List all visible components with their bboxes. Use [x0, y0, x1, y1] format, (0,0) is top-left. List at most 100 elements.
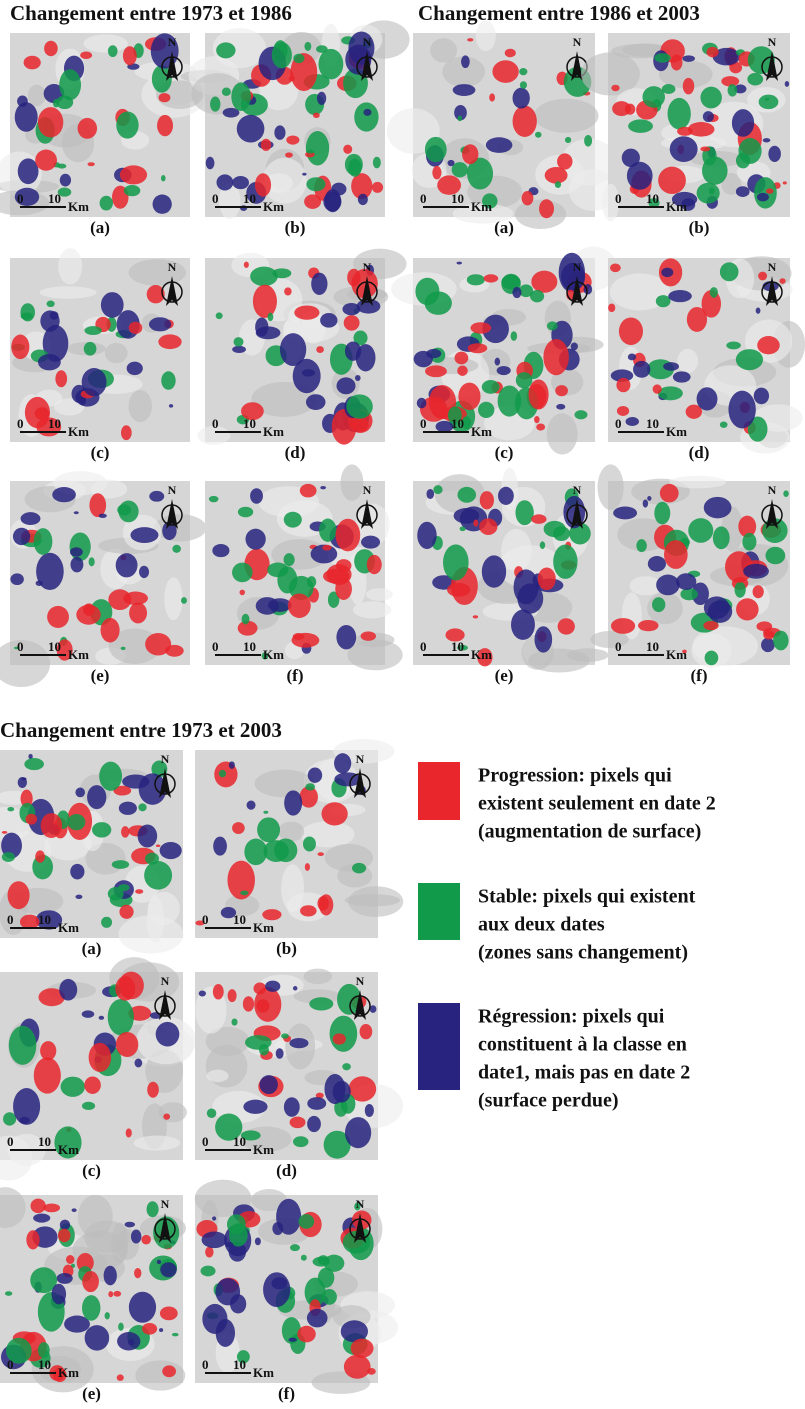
change-patch: [202, 1231, 227, 1248]
change-patch: [158, 334, 181, 349]
change-patch: [515, 500, 533, 525]
panel-label: (c): [91, 443, 110, 462]
change-patch: [547, 321, 558, 330]
north-label: N: [768, 35, 777, 49]
change-patch: [159, 1328, 163, 1332]
change-patch: [120, 165, 147, 184]
change-patch: [284, 790, 302, 815]
change-patch: [531, 271, 557, 293]
legend-text: Stable: pixels qui existent: [478, 886, 696, 908]
relief: [58, 248, 82, 284]
change-patch: [210, 97, 220, 112]
change-patch: [358, 194, 368, 205]
change-patch: [129, 602, 147, 623]
change-patch: [85, 1325, 110, 1351]
change-patch: [274, 125, 285, 140]
change-patch: [330, 1016, 358, 1052]
change-patch: [202, 1304, 227, 1334]
change-patch: [10, 573, 23, 585]
relief: [164, 577, 182, 620]
change-patch: [240, 891, 248, 896]
change-patch: [149, 317, 171, 331]
change-patch: [535, 626, 553, 652]
scale-ten: 10: [243, 416, 256, 431]
change-patch: [257, 817, 280, 842]
change-patch: [262, 909, 281, 920]
change-patch: [255, 1238, 261, 1246]
change-patch: [290, 1117, 306, 1129]
change-patch: [31, 1199, 46, 1214]
change-patch: [294, 305, 319, 319]
change-patch: [304, 194, 321, 209]
change-patch: [677, 127, 693, 136]
change-patch: [473, 520, 478, 527]
change-patch: [84, 1076, 101, 1094]
change-patch: [288, 593, 311, 617]
change-patch: [237, 115, 265, 143]
change-patch: [738, 138, 761, 164]
change-patch: [142, 1323, 157, 1335]
change-patch: [222, 87, 231, 96]
change-patch: [47, 300, 55, 307]
change-patch: [24, 758, 44, 770]
change-patch: [99, 1016, 105, 1020]
group-title: Changement entre 1973 et 2003: [0, 718, 282, 742]
panel-label: (e): [82, 1384, 101, 1403]
change-patch: [55, 370, 67, 387]
change-patch: [336, 625, 356, 649]
change-patch: [608, 304, 615, 313]
change-patch: [181, 597, 187, 604]
change-patch: [611, 85, 619, 92]
change-patch: [156, 844, 161, 847]
change-patch: [553, 544, 577, 578]
change-patch: [757, 336, 780, 354]
change-patch: [8, 881, 30, 909]
change-patch: [160, 1306, 178, 1320]
map-panel: N010Km: [0, 33, 206, 217]
change-patch: [704, 596, 730, 619]
change-patch: [462, 144, 478, 164]
change-patch: [118, 1323, 124, 1331]
change-patch: [141, 1235, 151, 1245]
change-patch: [625, 104, 635, 115]
change-patch: [336, 519, 361, 552]
change-patch: [138, 825, 158, 848]
change-patch: [648, 556, 666, 572]
change-patch: [108, 45, 118, 57]
change-patch: [260, 1075, 278, 1094]
change-patch: [344, 315, 360, 330]
north-label: N: [768, 483, 777, 497]
change-patch: [783, 490, 789, 497]
change-patch: [75, 895, 82, 899]
change-patch: [163, 1113, 170, 1119]
change-patch: [311, 273, 327, 295]
scale-unit: Km: [58, 1142, 79, 1157]
change-patch: [244, 262, 249, 268]
change-patch: [638, 620, 658, 631]
change-patch: [263, 811, 268, 814]
change-patch: [517, 584, 543, 614]
change-patch: [728, 391, 755, 429]
change-patch: [232, 346, 246, 353]
change-patch: [169, 404, 173, 408]
change-patch: [172, 545, 181, 553]
change-patch: [119, 905, 133, 919]
relief: [547, 413, 578, 454]
change-patch: [284, 287, 291, 295]
change-patch: [486, 137, 513, 153]
scale-unit: Km: [471, 199, 492, 214]
change-patch: [313, 113, 320, 118]
change-patch: [426, 489, 434, 499]
change-patch: [21, 312, 33, 319]
scale-unit: Km: [263, 424, 284, 439]
change-patch: [298, 1214, 314, 1229]
change-patch: [135, 1059, 143, 1068]
change-patch: [680, 588, 697, 600]
change-patch: [308, 768, 322, 783]
change-patch: [89, 557, 95, 566]
change-patch: [159, 93, 171, 102]
change-patch: [17, 96, 28, 107]
change-patch: [321, 802, 347, 825]
change-patch: [700, 147, 710, 152]
change-patch: [58, 1229, 71, 1243]
